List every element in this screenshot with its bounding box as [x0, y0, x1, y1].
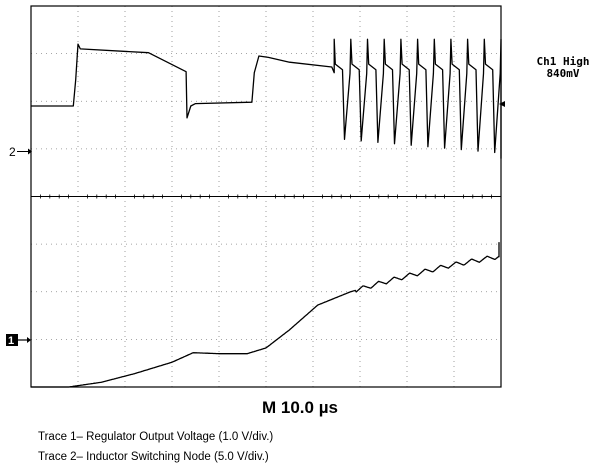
trace-2-ground-marker: 2 — [9, 145, 32, 159]
trace-legend: Trace 1– Regulator Output Voltage (1.0 V… — [38, 427, 273, 467]
readout-line-1: Ch1 High — [536, 55, 590, 68]
trace-2-marker-label: 2 — [9, 145, 16, 159]
legend-trace-1: Trace 1– Regulator Output Voltage (1.0 V… — [38, 431, 274, 443]
trace-1-output-voltage — [31, 241, 500, 388]
trace-1-ground-marker: 1 — [6, 334, 31, 347]
trace-1-marker-label: 1 — [8, 335, 14, 347]
trace-2-switching-node — [31, 38, 502, 160]
timebase-label: M 10.0 µs — [262, 398, 338, 417]
trigger-level-arrow-icon — [499, 101, 505, 107]
channel-readout: Ch1 High 840mV — [522, 56, 604, 80]
oscilloscope-plot: 2 1 — [6, 5, 505, 388]
legend-trace-2: Trace 2– Inductor Switching Node (5.0 V/… — [38, 451, 269, 463]
readout-line-2: 840mV — [546, 67, 580, 80]
